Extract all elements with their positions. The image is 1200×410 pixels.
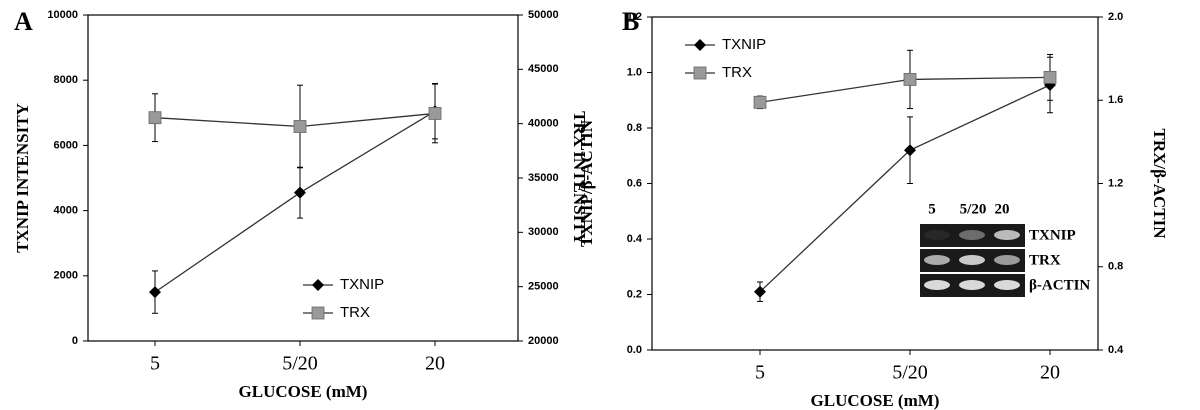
legend-label: TXNIP [340,276,384,293]
y-tick-label: 0.6 [627,177,642,189]
gel-band [994,230,1020,240]
y2-tick-label: 2.0 [1108,11,1123,23]
y2-tick-label: 20000 [528,335,559,347]
y2-tick-label: 35000 [528,172,559,184]
marker [904,144,916,157]
y-tick-label: 2000 [54,270,78,282]
y2-tick-label: 50000 [528,9,559,21]
y2-tick-label: 40000 [528,118,559,130]
x-tick-label: 20 [1040,362,1060,384]
y-tick-label: 0.4 [627,233,643,245]
gel-band [959,280,985,290]
y-tick-label: 0.2 [627,288,642,300]
marker [311,306,325,320]
y2-tick-label: 25000 [528,281,559,293]
lane-label: 20 [995,201,1010,217]
legend-label: TRX [722,64,752,81]
x-tick-label: 5 [755,362,765,384]
x-tick-label: 5 [150,353,160,375]
marker [294,186,306,199]
y-tick-label: 1.2 [627,11,642,23]
panel-letter: B [622,7,639,36]
marker [293,120,307,133]
gel-band [959,230,985,240]
marker [754,285,766,298]
y-axis-title: TXNIP/β-ACTIN [577,119,596,247]
y-tick-label: 0.8 [627,122,642,134]
y-tick-label: 4000 [54,205,78,217]
band-label: TXNIP [1029,227,1076,243]
y-axis-title: TXNIP INTENSITY [13,103,32,253]
marker [148,111,162,125]
gel-band [924,280,950,290]
y2-axis-title: TRX/β-ACTIN [1150,128,1169,239]
panel-letter: A [14,7,33,36]
gel-band [959,255,985,265]
band-label: β-ACTIN [1029,277,1090,293]
y-tick-label: 0 [72,335,78,347]
panel: A 0 2000 4000 6000 8000 10000 20000 25000 30000 35… [13,7,589,401]
y2-tick-label: 1.6 [1108,94,1123,106]
lane-label: 5/20 [960,201,987,217]
gel-band [924,255,950,265]
marker [428,107,442,120]
marker [903,73,917,86]
marker [753,95,767,109]
y2-tick-label: 1.2 [1108,177,1123,189]
y-tick-label: 1.0 [627,66,642,78]
marker [312,279,324,291]
x-axis-title: GLUCOSE (mM) [811,391,940,410]
x-tick-label: 20 [425,353,445,375]
gel-band [994,255,1020,265]
y-tick-label: 8000 [54,74,78,86]
legend-label: TXNIP [722,36,766,53]
y2-tick-label: 0.4 [1108,344,1124,356]
x-axis-title: GLUCOSE (mM) [239,382,368,401]
marker [694,39,706,51]
legend-label: TRX [340,304,370,321]
lane-label: 5 [928,201,936,217]
y2-tick-label: 0.8 [1108,261,1123,273]
y2-axis-title: TRX INTENSITY [570,111,589,245]
y-tick-label: 10000 [47,9,78,21]
y2-tick-label: 45000 [528,63,559,75]
gel-band [924,230,950,240]
marker [1043,70,1057,84]
y-tick-label: 6000 [54,139,78,151]
series-line [154,110,436,293]
band-label: TRX [1029,252,1061,268]
x-tick-label: 5/20 [282,353,318,375]
y2-tick-label: 30000 [528,226,559,238]
panel: B 0.0 0.2 0.4 0.6 0.8 1.0 1.2 0.4 0.8 1.2 1.6 2.0 5 5/… [577,7,1169,410]
marker [149,286,161,299]
gel-band [994,280,1020,290]
marker [693,66,707,80]
y-tick-label: 0.0 [627,344,642,356]
x-tick-label: 5/20 [892,362,928,384]
